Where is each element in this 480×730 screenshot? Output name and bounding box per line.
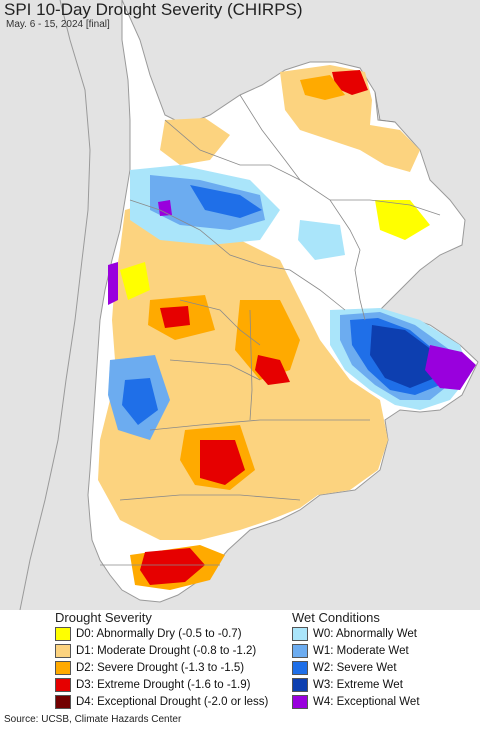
w4-swatch xyxy=(292,695,308,709)
w2-swatch xyxy=(292,661,308,675)
d3-label: D3: Extreme Drought (-1.6 to -1.9) xyxy=(76,679,251,691)
drought-patches xyxy=(98,65,430,590)
d4-label: D4: Exceptional Drought (-2.0 or less) xyxy=(76,696,269,708)
legend-item-w2: W2: Severe Wet xyxy=(292,661,397,675)
legend-item-d2: D2: Severe Drought (-1.3 to -1.5) xyxy=(55,661,244,675)
wet-legend-title: Wet Conditions xyxy=(292,610,380,625)
d1-label: D1: Moderate Drought (-0.8 to -1.2) xyxy=(76,645,257,657)
borders xyxy=(100,91,441,566)
drought-legend-title: Drought Severity xyxy=(55,610,152,625)
legend-item-d0: D0: Abnormally Dry (-0.5 to -0.7) xyxy=(55,627,242,641)
page-title: SPI 10-Day Drought Severity (CHIRPS) xyxy=(4,0,303,19)
legend-item-d4: D4: Exceptional Drought (-2.0 or less) xyxy=(55,695,268,709)
d2-label: D2: Severe Drought (-1.3 to -1.5) xyxy=(76,662,245,674)
w4-label: W4: Exceptional Wet xyxy=(313,696,420,708)
legend-item-w0: W0: Abnormally Wet xyxy=(292,627,417,641)
w0-label: W0: Abnormally Wet xyxy=(313,628,417,640)
chile-coast xyxy=(19,0,91,610)
d2-swatch xyxy=(55,661,71,675)
wet-patches xyxy=(108,165,476,440)
w3-swatch xyxy=(292,678,308,692)
d1-swatch xyxy=(55,644,71,658)
w2-label: W2: Severe Wet xyxy=(313,662,397,674)
w0-swatch xyxy=(292,627,308,641)
w1-label: W1: Moderate Wet xyxy=(313,645,409,657)
d0-swatch xyxy=(55,627,71,641)
w3-label: W3: Extreme Wet xyxy=(313,679,403,691)
legend-item-w3: W3: Extreme Wet xyxy=(292,678,403,692)
date-range-subtitle: May. 6 - 15, 2024 [final] xyxy=(6,19,110,30)
source-credit: Source: UCSB, Climate Hazards Center xyxy=(4,714,182,725)
w1-swatch xyxy=(292,644,308,658)
drought-map xyxy=(0,0,480,610)
legend-item-w4: W4: Exceptional Wet xyxy=(292,695,420,709)
d3-swatch xyxy=(55,678,71,692)
d0-label: D0: Abnormally Dry (-0.5 to -0.7) xyxy=(76,628,242,640)
d4-swatch xyxy=(55,695,71,709)
legend-item-d1: D1: Moderate Drought (-0.8 to -1.2) xyxy=(55,644,256,658)
legend-item-w1: W1: Moderate Wet xyxy=(292,644,409,658)
legend: Drought Severity Wet Conditions D0: Abno… xyxy=(0,610,480,710)
legend-item-d3: D3: Extreme Drought (-1.6 to -1.9) xyxy=(55,678,250,692)
